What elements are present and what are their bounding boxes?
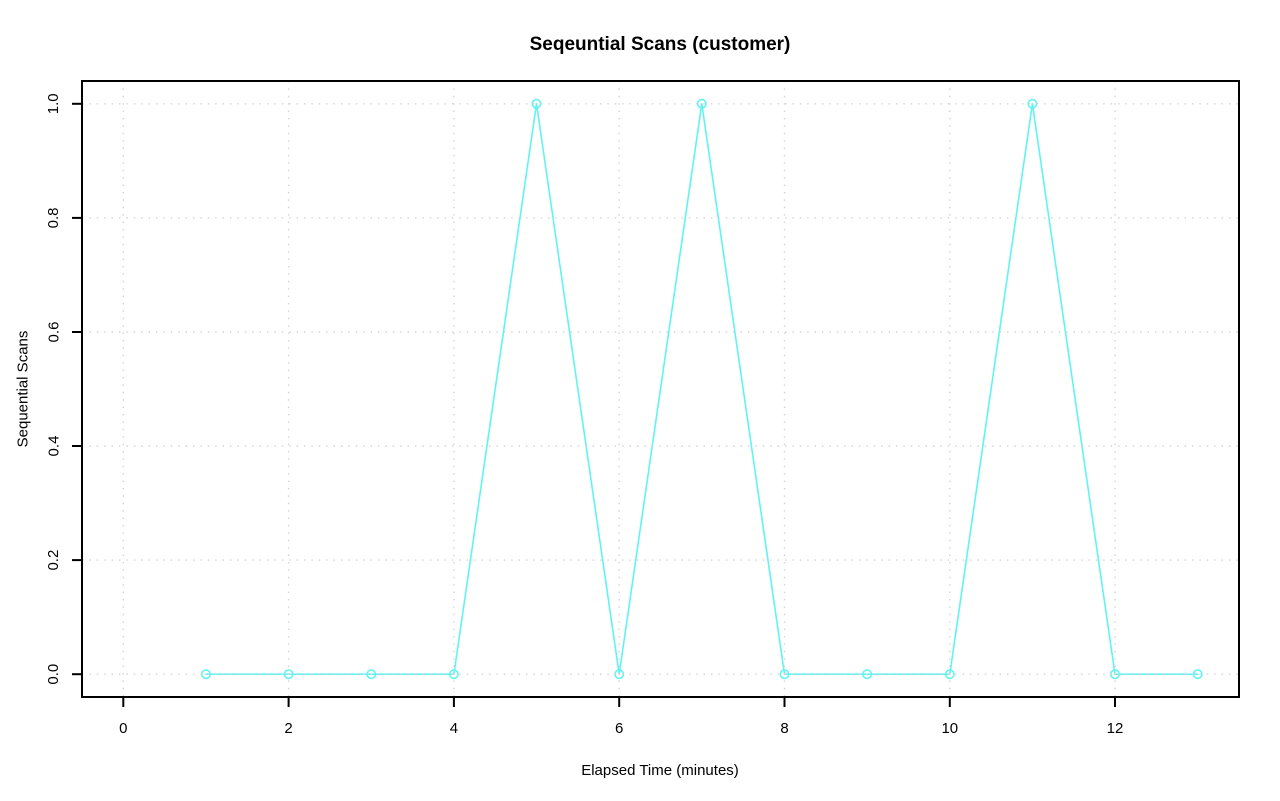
y-tick-label: 0.0 [45,664,62,685]
y-tick-label: 0.4 [45,436,62,457]
x-tick-label: 4 [450,720,458,737]
x-tick-label: 10 [941,720,958,737]
y-tick-label: 0.6 [45,322,62,343]
x-tick-label: 8 [780,720,788,737]
y-tick-label: 0.8 [45,207,62,228]
data-point-marker [283,669,294,680]
series-line [205,103,1199,676]
data-point-marker [448,669,459,680]
data-point-marker [1192,669,1203,680]
y-tick-label: 1.0 [45,93,62,114]
data-point-marker [366,669,377,680]
chart-title: Seqeuntial Scans (customer) [530,34,791,55]
data-point-marker [531,98,542,109]
plot-box [81,80,1240,698]
data-point-marker [862,669,873,680]
data-point-marker [779,669,790,680]
y-tick-label: 0.2 [45,550,62,571]
x-axis-label: Elapsed Time (minutes) [581,762,739,779]
x-tick-label: 12 [1107,720,1124,737]
data-point-marker [944,669,955,680]
x-tick-label: 6 [615,720,623,737]
x-tick-label: 2 [284,720,292,737]
y-axis-label: Sequential Scans [14,331,31,448]
x-tick-label: 0 [119,720,127,737]
